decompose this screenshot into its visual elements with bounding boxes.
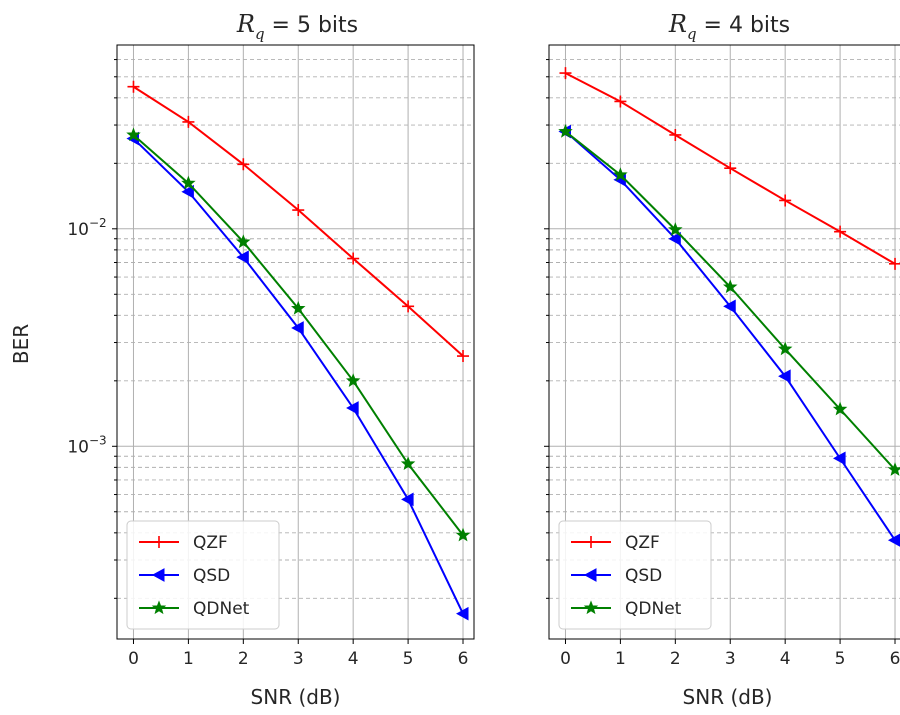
title-text: = 5 bits: [265, 13, 359, 38]
series-qdnet: [558, 123, 900, 476]
series-group: [126, 80, 471, 621]
data-point-qzf: [834, 225, 847, 238]
panel-2: 0 1 2 3 4 5 6 SNR (dB) Rq = 4 bits QZF QSD QDNet: [544, 10, 900, 709]
legend-label-qzf: QZF: [193, 533, 228, 553]
grid: [117, 45, 474, 639]
legend-label-qsd: QSD: [625, 566, 662, 586]
data-point-qsd: [455, 606, 469, 621]
title-symbol: R: [236, 10, 255, 38]
y-tick-label: 10−3: [67, 433, 106, 457]
data-point-qdnet: [668, 222, 683, 236]
data-point-qdnet: [181, 175, 196, 190]
data-point-qzf: [182, 115, 195, 128]
legend-box: [126, 520, 280, 630]
axes-frame: [116, 44, 475, 640]
y-tick-label: 10−2: [67, 216, 106, 240]
data-point-qzf: [347, 252, 360, 265]
data-point-qzf: [889, 257, 900, 270]
data-point-qzf: [402, 300, 415, 313]
legend: QZF QSD QDNet: [126, 520, 280, 630]
series-qzf: [127, 80, 470, 363]
data-point-qzf: [292, 204, 305, 217]
data-point-qsd: [236, 250, 249, 265]
axes-frame: [548, 44, 900, 640]
legend-marker-qsd: [151, 568, 165, 582]
legend-label-qdnet: QDNet: [625, 599, 682, 619]
data-point-qdnet: [723, 279, 738, 294]
data-point-qsd: [401, 492, 414, 507]
legend-box: [558, 520, 712, 630]
series-group: [558, 67, 900, 547]
series-qsd: [126, 131, 469, 621]
legend-marker-qdnet: [583, 600, 599, 615]
legend-marker-qdnet: [151, 600, 167, 615]
x-tick-label: 0: [128, 649, 139, 669]
x-tick-label: 1: [615, 649, 626, 669]
x-tick-label: 0: [560, 649, 571, 669]
data-point-qsd: [833, 451, 846, 466]
x-tick-label: 4: [780, 649, 791, 669]
legend-marker-qzf: [585, 536, 597, 548]
data-point-qsd: [291, 321, 304, 335]
y-axis-label: BER: [9, 324, 33, 364]
legend-marker-qzf: [153, 536, 165, 548]
data-point-qdnet: [832, 401, 848, 416]
x-tick-label: 6: [890, 649, 900, 669]
data-point-qdnet: [400, 456, 416, 471]
x-tick-label: 4: [348, 649, 359, 669]
data-point-qzf: [559, 67, 572, 80]
series-qsd: [558, 124, 900, 547]
x-tick-label: 5: [403, 649, 414, 669]
x-tick-label: 1: [183, 649, 194, 669]
legend-label-qsd: QSD: [193, 566, 230, 586]
data-point-qzf: [779, 194, 792, 207]
panel-title: Rq = 4 bits: [668, 10, 790, 43]
y-tick-exponent: −3: [89, 433, 107, 447]
data-point-qsd: [668, 231, 681, 246]
data-point-qdnet: [613, 167, 628, 182]
x-axis-label: SNR (dB): [683, 685, 773, 709]
data-point-qdnet: [236, 234, 251, 249]
title-subscript: q: [255, 25, 265, 43]
legend: QZF QSD QDNet: [558, 520, 712, 630]
series-qdnet: [126, 127, 471, 542]
data-point-qsd: [723, 299, 736, 314]
x-tick-label: 2: [670, 649, 681, 669]
y-tick-exponent: −2: [89, 216, 107, 230]
data-point-qzf: [669, 128, 682, 141]
title-subscript: q: [687, 25, 697, 43]
x-tick-label: 3: [725, 649, 736, 669]
x-tick-label: 5: [835, 649, 846, 669]
data-point-qzf: [614, 95, 627, 108]
data-point-qdnet: [777, 341, 793, 356]
x-axis-label: SNR (dB): [251, 685, 341, 709]
x-tick-label: 6: [458, 649, 469, 669]
data-point-qdnet: [345, 373, 361, 387]
x-tick-label: 2: [238, 649, 249, 669]
data-point-qsd: [181, 184, 194, 199]
data-point-qzf: [724, 162, 737, 175]
data-point-qdnet: [291, 300, 306, 315]
data-point-qdnet: [455, 527, 471, 542]
legend-marker-qsd: [583, 568, 597, 582]
data-point-qsd: [346, 401, 359, 415]
data-point-qsd: [887, 533, 900, 547]
data-point-qzf: [457, 350, 470, 363]
data-point-qzf: [127, 80, 140, 93]
data-point-qzf: [237, 158, 250, 171]
title-text: = 4 bits: [697, 13, 791, 38]
title-symbol: R: [668, 10, 687, 38]
legend-label-qdnet: QDNet: [193, 599, 250, 619]
panel-title: Rq = 5 bits: [236, 10, 358, 43]
x-tick-label: 3: [293, 649, 304, 669]
data-point-qdnet: [558, 123, 573, 138]
data-point-qsd: [778, 369, 791, 384]
series-qzf: [559, 67, 900, 270]
panel-1: 0 1 2 3 4 5 6 10−2 10−3 SNR (dB) Rq = 5 bits QZF QSD…: [67, 10, 475, 709]
data-point-qdnet: [126, 127, 141, 142]
legend-label-qzf: QZF: [625, 533, 660, 553]
